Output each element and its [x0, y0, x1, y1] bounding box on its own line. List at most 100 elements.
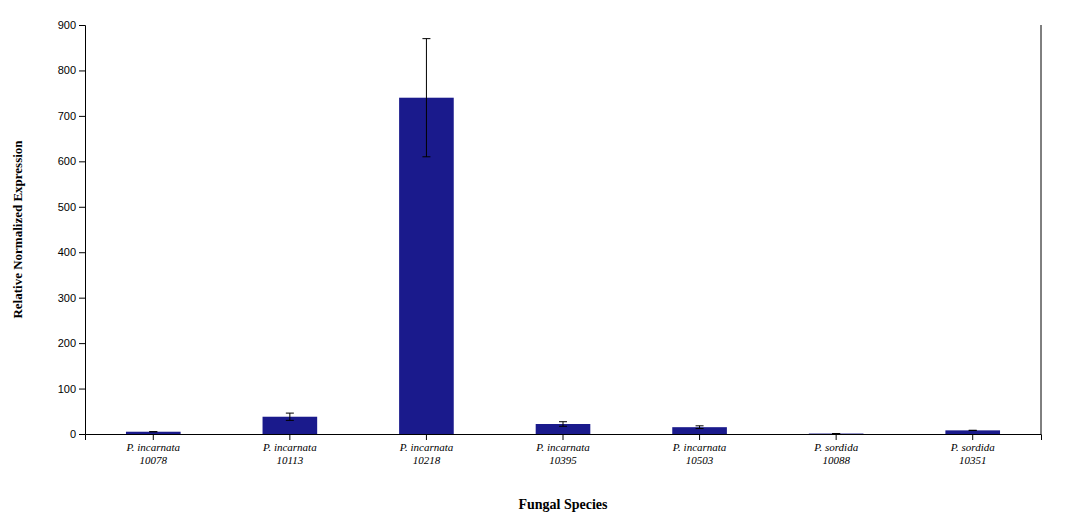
tick-mark [79, 161, 85, 162]
tick-mark [79, 207, 85, 208]
error-cap [969, 430, 977, 431]
y-axis-title: Relative Normalized Expression [10, 140, 25, 319]
tick-label-line: 10395 [549, 454, 577, 466]
tick-label-line: 10088 [822, 454, 850, 466]
tick-mark [79, 298, 85, 299]
tick-label-line: 10351 [959, 454, 987, 466]
axis-line [79, 26, 86, 435]
error-line [426, 39, 427, 157]
error-bar [969, 430, 977, 431]
tick-mark [289, 434, 290, 440]
tick-label-line: P. sordida [950, 441, 996, 453]
error-cap [286, 413, 294, 414]
tick-label: 700 [58, 110, 76, 122]
tick-label-line: 10078 [140, 454, 168, 466]
plot-area: 0 100 200 300 400 500 600 700 800 900 P. incarnata… [58, 19, 1042, 466]
tick-mark [79, 25, 85, 26]
tick-label: P. incarnata10113 [262, 441, 317, 466]
y-tick: 200 [58, 337, 85, 349]
error-cap [696, 425, 704, 426]
y-tick: 100 [58, 383, 85, 395]
error-line [563, 422, 564, 427]
error-cap [422, 38, 430, 39]
x-tick: P. incarnata10218 [399, 434, 454, 466]
bar [672, 427, 727, 434]
chart-svg: 0 100 200 300 400 500 600 700 800 900 P. incarnata… [0, 0, 1071, 529]
x-tick: P. incarnata10113 [262, 434, 317, 466]
tick-mark [79, 389, 85, 390]
x-tick: P. incarnata10395 [535, 434, 590, 466]
tick-mark [699, 434, 700, 440]
tick-label: 300 [58, 292, 76, 304]
x-axis-title: Fungal Species [518, 497, 608, 512]
y-tick: 800 [58, 64, 85, 76]
y-tick: 400 [58, 246, 85, 258]
tick-mark [972, 434, 973, 440]
tick-label: 800 [58, 64, 76, 76]
error-cap [832, 433, 840, 434]
error-cap [832, 433, 840, 434]
tick-label: P. incarnata10078 [125, 441, 180, 466]
tick-mark [836, 434, 837, 440]
tick-mark [79, 434, 85, 435]
tick-label: 0 [70, 428, 76, 440]
x-tick: P. incarnata10503 [672, 434, 727, 466]
tick-mark [426, 434, 427, 440]
tick-label: 100 [58, 383, 76, 395]
tick-label: P. sordida10351 [950, 441, 996, 466]
error-cap [969, 430, 977, 431]
error-bar [286, 413, 294, 420]
tick-mark [563, 434, 564, 440]
error-bar [832, 433, 840, 434]
marks [126, 39, 1000, 434]
tick-label-line: P. incarnata [399, 441, 454, 453]
tick-label-line: P. incarnata [672, 441, 727, 453]
tick-label: 500 [58, 201, 76, 213]
tick-label: 200 [58, 337, 76, 349]
tick-label-line: 10113 [277, 454, 304, 466]
error-cap [149, 431, 157, 432]
tick-mark [79, 70, 85, 71]
y-tick: 600 [58, 155, 85, 167]
x-axis: P. incarnata10078P. incarnata10113P. inc… [86, 434, 1042, 466]
tick-label: P. sordida10088 [813, 441, 859, 466]
tick-label-line: P. incarnata [535, 441, 590, 453]
error-bar [559, 422, 567, 427]
error-bar [149, 431, 157, 432]
error-cap [422, 156, 430, 157]
y-tick: 500 [58, 201, 85, 213]
bar [809, 433, 864, 434]
y-tick: 900 [58, 19, 85, 31]
tick-label-line: P. incarnata [125, 441, 180, 453]
chart-container: 0 100 200 300 400 500 600 700 800 900 P. incarnata… [0, 0, 1071, 529]
error-cap [559, 421, 567, 422]
tick-label: P. incarnata10503 [672, 441, 727, 466]
error-cap [696, 428, 704, 429]
error-bar [422, 39, 430, 157]
right-spine [1041, 25, 1042, 434]
tick-label-line: 10218 [413, 454, 441, 466]
tick-mark [79, 343, 85, 344]
tick-label: 600 [58, 155, 76, 167]
tick-mark [153, 434, 154, 440]
x-tick: P. incarnata10078 [125, 434, 180, 466]
tick-label: 900 [58, 19, 76, 31]
error-cap [149, 431, 157, 432]
tick-label: P. incarnata10218 [399, 441, 454, 466]
error-bar [696, 426, 704, 429]
error-line [289, 413, 290, 420]
tick-label-line: P. sordida [813, 441, 859, 453]
tick-label-line: P. incarnata [262, 441, 317, 453]
bar [126, 432, 181, 434]
bar [945, 430, 1000, 434]
error-cap [286, 420, 294, 421]
axis-line [86, 435, 1042, 441]
x-tick: P. sordida10088 [813, 434, 859, 466]
tick-label-line: 10503 [686, 454, 714, 466]
x-tick: P. sordida10351 [950, 434, 996, 466]
tick-mark [79, 116, 85, 117]
y-axis: 0 100 200 300 400 500 600 700 800 900 [58, 19, 86, 440]
y-tick: 300 [58, 292, 85, 304]
error-cap [559, 426, 567, 427]
y-tick: 0 [70, 428, 85, 440]
